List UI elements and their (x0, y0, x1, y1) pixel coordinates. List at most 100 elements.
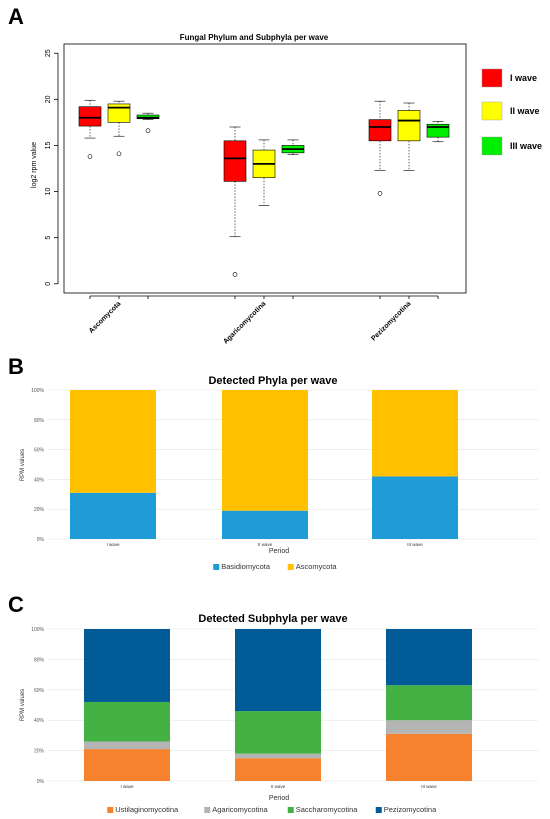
box-outlier (232, 272, 238, 277)
box-y-tick-label: 20 (45, 95, 52, 103)
box-y-tick-label: 25 (45, 49, 52, 57)
x-tick-label: I wave (106, 542, 120, 547)
box-plot-frame (63, 43, 467, 294)
legend-swatch-agaricomycotina (204, 807, 211, 813)
subphyla-bars (84, 629, 472, 781)
legend-label: I wave (510, 73, 537, 83)
y-tick-label: 80% (34, 657, 45, 663)
bar-basidiomycota-iii-wave (372, 476, 458, 539)
y-tick-label: 100% (31, 627, 44, 633)
bar-pezizomycotina-ii-wave (235, 629, 321, 712)
bar-ascomycota-i-wave (70, 390, 156, 493)
bar-ustilaginomycotina-iii-wave (386, 733, 472, 781)
y-tick-label: 80% (34, 418, 45, 424)
phyla-chart-title: Detected Phyla per wave (208, 375, 337, 387)
box-outlier (87, 154, 93, 159)
y-tick-label: 60% (34, 448, 45, 454)
bar-pezizomycotina-iii-wave (386, 629, 472, 686)
box-x-tick-label: Ascomycota (88, 300, 122, 334)
box-outlier (116, 151, 122, 157)
x-tick-label: II wave (258, 542, 273, 547)
box-iii-wave-agaricomycotina (281, 139, 305, 155)
box-outlier (377, 191, 383, 196)
box-y-tick-label: 10 (45, 188, 52, 196)
phyla-y-axis-label: RPM values (20, 449, 26, 481)
bar-ascomycota-iii-wave (372, 390, 458, 477)
box-iii-wave-pezizomycotina (426, 121, 450, 143)
legend-label: Pezizomycotina (384, 805, 437, 814)
legend-swatch-ustilaginomycotina (107, 807, 114, 813)
subphyla-chart-title: Detected Subphyla per wave (198, 613, 347, 625)
box-i-wave-ascomycota (78, 99, 102, 159)
phyla-stacked-bar-chart: Detected Phyla per wave RPM values 0% 20%… (20, 375, 538, 571)
bar-agaricomycotina-ii-wave (235, 753, 321, 759)
box-iqr (397, 110, 421, 142)
y-tick-label: 20% (34, 507, 45, 513)
y-tick-label: 100% (31, 388, 44, 394)
phyla-bars (70, 390, 458, 539)
box-iqr (368, 119, 392, 142)
subphyla-stacked-bar-chart: Detected Subphyla per wave RPM values 0%… (20, 613, 538, 814)
legend-label: III wave (510, 141, 542, 151)
legend-swatch-iii-wave (481, 136, 503, 156)
panel-label-c: C (8, 592, 24, 617)
legend-swatch-basidiomycota (213, 564, 220, 570)
box-ii-wave-pezizomycotina (397, 102, 421, 171)
x-tick-label: III wave (421, 784, 437, 789)
box-y-tick-label: 15 (45, 141, 52, 149)
phyla-x-axis: I wave II wave III wave (106, 542, 423, 547)
y-tick-label: 40% (34, 477, 45, 483)
box-iqr (136, 114, 160, 119)
legend-swatch-saccharomycotina (287, 807, 294, 813)
y-tick-label: 20% (34, 749, 45, 755)
box-ii-wave-ascomycota (107, 100, 131, 157)
box-iqr (223, 140, 247, 182)
box-y-tick-label: 5 (45, 236, 52, 240)
y-tick-label: 0% (37, 537, 45, 543)
x-tick-label: I wave (120, 784, 134, 789)
x-tick-label: II wave (271, 784, 286, 789)
bar-agaricomycotina-i-wave (84, 741, 170, 750)
box-i-wave-agaricomycotina (223, 126, 247, 277)
box-legend: I wave II wave III wave (481, 68, 542, 156)
bar-saccharomycotina-i-wave (84, 701, 170, 742)
phyla-x-axis-label: Period (269, 548, 289, 555)
legend-label: II wave (510, 106, 540, 116)
box-x-tick-label: Agaricomycotina (222, 300, 267, 345)
box-x-tick-label: Pezizomycotina (370, 300, 412, 342)
legend-label: Agaricomycotina (212, 805, 268, 814)
legend-swatch-ii-wave (481, 101, 503, 121)
box-iqr (107, 103, 131, 123)
phyla-legend: Basidiomycota Ascomycota (213, 562, 337, 571)
box-x-axis: Ascomycota Agaricomycotina Pezizomycotina (88, 295, 439, 346)
bar-ustilaginomycotina-ii-wave (235, 758, 321, 781)
legend-swatch-pezizomycotina (375, 807, 382, 813)
y-tick-label: 40% (34, 718, 45, 724)
box-iqr (78, 106, 102, 127)
bar-pezizomycotina-i-wave (84, 629, 170, 702)
box-outlier (145, 128, 151, 133)
box-y-tick-label: 0 (45, 282, 52, 286)
box-y-axis: 0 5 10 15 20 25 (45, 49, 59, 286)
subphyla-y-axis-label: RPM values (20, 689, 26, 721)
bar-ustilaginomycotina-i-wave (84, 749, 170, 781)
bar-basidiomycota-i-wave (70, 492, 156, 539)
panel-label-b: B (8, 354, 24, 379)
box-iii-wave-ascomycota (136, 112, 160, 133)
box-i-wave-pezizomycotina (368, 100, 392, 196)
bar-ascomycota-ii-wave (222, 390, 308, 511)
x-tick-label: III wave (407, 542, 423, 547)
y-tick-label: 0% (37, 779, 45, 785)
panel-label-a: A (8, 4, 24, 29)
legend-label: Ascomycota (296, 562, 338, 571)
subphyla-x-axis: I wave II wave III wave (120, 784, 437, 789)
box-ii-wave-agaricomycotina (252, 139, 276, 206)
legend-swatch-ascomycota (287, 564, 294, 570)
legend-label: Basidiomycota (221, 562, 271, 571)
box-y-axis-label: log2 rpm value (31, 142, 38, 188)
bar-saccharomycotina-iii-wave (386, 685, 472, 721)
bar-basidiomycota-ii-wave (222, 510, 308, 539)
box-chart-title: Fungal Phylum and Subphyla per wave (180, 33, 329, 42)
legend-label: Ustilaginomycotina (115, 805, 179, 814)
